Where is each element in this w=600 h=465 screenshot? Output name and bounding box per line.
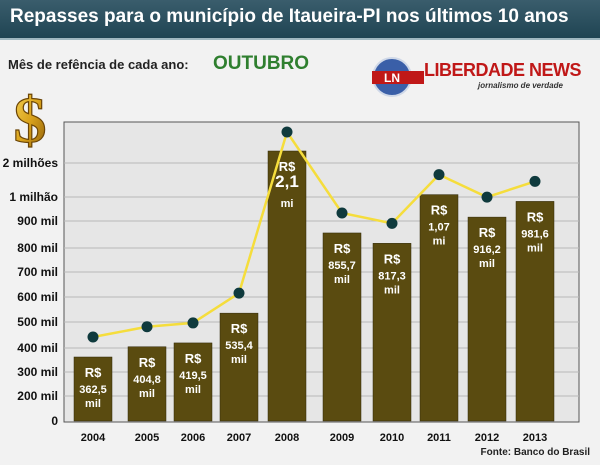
bar-value-label: R$ xyxy=(185,351,202,366)
bars xyxy=(73,150,555,422)
bar-value-label: R$ xyxy=(334,241,351,256)
bar xyxy=(419,194,459,422)
bar-value-label: 1,07 xyxy=(428,222,449,234)
bar-value-label: 817,3 xyxy=(378,270,406,282)
dollar-sign-icon: $ xyxy=(13,84,47,152)
logo-tagline: jornalismo de verdade xyxy=(478,81,563,90)
bar-value-label: 419,5 xyxy=(179,370,207,382)
trend-marker xyxy=(87,331,99,343)
y-tick-label: 600 mil xyxy=(17,290,58,304)
x-tick-label: 2005 xyxy=(135,432,159,444)
bar xyxy=(322,232,362,422)
trend-marker xyxy=(336,207,348,219)
x-axis-ticks: 2004 2005 2006 2007 2008 2009 2010 2011 2012 2013 xyxy=(81,432,547,444)
y-tick-label: 1 milhão xyxy=(9,190,58,204)
bar-value-label: mil xyxy=(185,384,201,396)
trend-polyline xyxy=(92,129,536,339)
x-tick-label: 2012 xyxy=(475,432,499,444)
bar xyxy=(467,216,507,422)
bar xyxy=(127,346,167,422)
bar-value-label: mil xyxy=(384,284,400,296)
trend-marker xyxy=(433,169,445,181)
bar-value-label: 981,6 xyxy=(521,228,549,240)
y-tick-label: 300 mil xyxy=(17,365,58,379)
bar xyxy=(267,150,307,422)
x-tick-label: 2010 xyxy=(380,432,404,444)
trend-marker xyxy=(141,321,153,333)
bar-value-label: 916,2 xyxy=(473,244,501,256)
source-note: Fonte: Banco do Brasil xyxy=(480,447,590,458)
chart-title: Repasses para o município de Itaueira-PI… xyxy=(10,6,569,27)
y-tick-label: 500 mil xyxy=(17,315,58,329)
reference-month-label: Mês de refência de cada ano: xyxy=(8,57,189,72)
bar-value-label: R$ xyxy=(527,209,544,224)
bar-value-label: mil xyxy=(85,398,101,410)
x-tick-label: 2007 xyxy=(227,432,251,444)
bar-value-label: R$ xyxy=(431,203,448,218)
bar xyxy=(173,342,213,422)
x-tick-label: 2004 xyxy=(81,432,106,444)
liberdade-news-logo: LN LIBERDADE NEWS jornalismo de verdade xyxy=(370,56,582,98)
y-tick-label: 0 xyxy=(51,414,58,428)
bar-value-label: mi xyxy=(433,236,446,248)
logo-initials: LN xyxy=(384,71,400,85)
bar-value-label: mil xyxy=(527,242,543,254)
bar-value-label: R$ xyxy=(85,365,102,380)
bar-value-label: 362,5 xyxy=(79,384,107,396)
x-tick-label: 2006 xyxy=(181,432,205,444)
x-tick-label: 2008 xyxy=(275,432,299,444)
trend-marker xyxy=(529,175,541,187)
title-bar: Repasses para o município de Itaueira-PI… xyxy=(0,0,600,40)
bar-value-label: 855,7 xyxy=(328,260,356,272)
x-tick-label: 2011 xyxy=(427,432,451,444)
reference-month: OUTUBRO xyxy=(213,53,310,74)
y-tick-label: 800 mil xyxy=(17,241,58,255)
trend-marker xyxy=(386,217,398,229)
bar-labels: R$ 362,5 mil R$ 404,8 mil R$ 419,5 mil R$ 535,4 mil… xyxy=(79,159,549,410)
x-tick-label: 2009 xyxy=(330,432,354,444)
bar-value-label: 404,8 xyxy=(133,374,161,386)
bar-value-label: mil xyxy=(479,258,495,270)
bar-value-label: R$ xyxy=(384,251,401,266)
bar-value-label: 2,1 xyxy=(275,172,299,191)
trend-line xyxy=(87,126,541,343)
bar-value-label: mil xyxy=(139,388,155,400)
y-tick-label: 700 mil xyxy=(17,265,58,279)
bar xyxy=(372,243,412,422)
bar xyxy=(73,356,113,422)
x-tick-label: 2013 xyxy=(523,432,547,444)
bar-value-label: R$ xyxy=(479,225,496,240)
y-axis-ticks: 0 200 mil 300 mil 400 mil 500 mil 600 mil 700 … xyxy=(3,156,59,428)
trend-marker xyxy=(481,191,493,203)
logo-name: LIBERDADE NEWS xyxy=(424,60,582,80)
bar-value-label: mil xyxy=(231,354,247,366)
bar-value-label: R$ xyxy=(139,355,156,370)
y-tick-label: 900 mil xyxy=(17,214,58,228)
trend-marker xyxy=(187,317,199,329)
bar-value-label: R$ xyxy=(231,321,248,336)
svg-text:$: $ xyxy=(14,84,47,152)
y-tick-label: 2 milhões xyxy=(3,156,59,170)
y-tick-label: 200 mil xyxy=(17,389,58,403)
trend-marker xyxy=(233,287,245,299)
logo-globe-icon: LN xyxy=(372,57,424,97)
y-tick-label: 400 mil xyxy=(17,341,58,355)
bar-value-label: R$ xyxy=(279,159,296,174)
bar-value-label: mi xyxy=(281,198,294,210)
bar-value-label: mil xyxy=(334,274,350,286)
bar-value-label: 535,4 xyxy=(225,340,253,352)
bar xyxy=(219,312,259,422)
trend-marker xyxy=(281,126,293,138)
bar xyxy=(515,201,555,422)
